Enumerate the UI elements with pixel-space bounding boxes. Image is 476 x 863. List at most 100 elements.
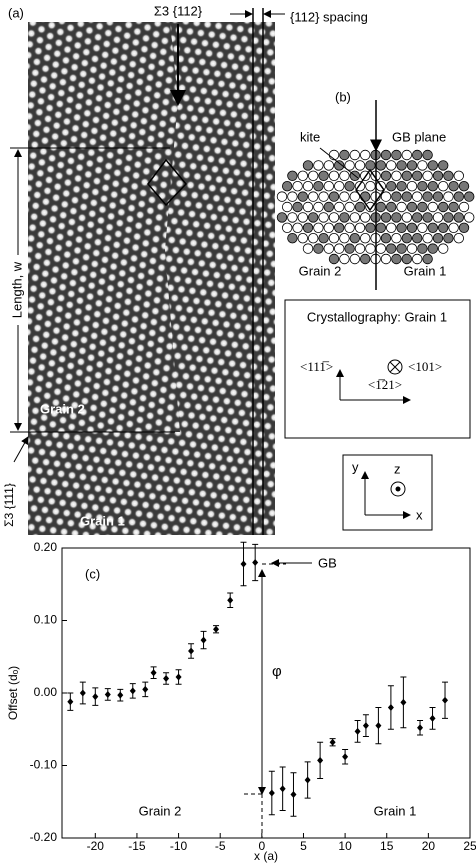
atom	[418, 223, 428, 233]
atom	[329, 171, 339, 181]
atom	[449, 223, 459, 233]
atom	[397, 161, 407, 171]
atom	[350, 150, 360, 160]
atom	[319, 171, 329, 181]
x-tick-label: -15	[128, 839, 146, 853]
atom	[402, 192, 412, 202]
atom	[438, 161, 448, 171]
atom	[329, 233, 339, 243]
panel-label: (a)	[8, 5, 24, 20]
data-point	[400, 699, 406, 706]
atom	[381, 213, 391, 223]
data-point	[176, 674, 182, 681]
atom	[303, 181, 313, 191]
x-tick-label: 25	[463, 839, 476, 853]
atom	[402, 233, 412, 243]
gb-plane-label: GB plane	[392, 129, 446, 144]
atom	[428, 202, 438, 212]
atom	[402, 171, 412, 181]
atom	[444, 233, 454, 243]
atom	[288, 233, 298, 243]
atom	[444, 213, 454, 223]
plot-frame	[62, 548, 470, 838]
atom	[340, 213, 350, 223]
atom	[340, 233, 350, 243]
y-tick-label: 0.10	[34, 613, 58, 627]
atom	[386, 161, 396, 171]
atom	[428, 181, 438, 191]
atom	[334, 181, 344, 191]
atom	[412, 150, 422, 160]
direction-label: <111̅>	[300, 359, 333, 374]
atom	[438, 223, 448, 233]
atom	[324, 244, 334, 254]
atom	[386, 223, 396, 233]
atom	[324, 223, 334, 233]
atom	[412, 233, 422, 243]
data-point	[142, 686, 148, 693]
atom	[298, 233, 308, 243]
atom	[397, 202, 407, 212]
atom	[319, 233, 329, 243]
x-tick-label: -20	[87, 839, 105, 853]
atom	[444, 192, 454, 202]
atom	[392, 150, 402, 160]
atom	[355, 161, 365, 171]
atom	[459, 181, 469, 191]
atom	[314, 161, 324, 171]
atom	[360, 233, 370, 243]
atom	[345, 244, 355, 254]
data-point	[417, 724, 423, 731]
atom	[381, 254, 391, 264]
atom	[381, 150, 391, 160]
atom	[340, 171, 350, 181]
atom	[355, 202, 365, 212]
x-tick-label: 10	[338, 839, 352, 853]
atom	[293, 223, 303, 233]
data-point	[252, 559, 258, 566]
atom	[464, 192, 474, 202]
atom	[407, 244, 417, 254]
data-point	[363, 722, 369, 729]
atom	[345, 181, 355, 191]
data-point	[269, 790, 275, 797]
atom	[366, 181, 376, 191]
atom	[355, 244, 365, 254]
atom	[386, 244, 396, 254]
data-point	[151, 669, 157, 676]
atom	[428, 244, 438, 254]
atom	[454, 171, 464, 181]
data-point	[355, 728, 361, 735]
atom	[454, 213, 464, 223]
atom	[407, 223, 417, 233]
data-point	[317, 757, 323, 764]
grain-label: Grain 2	[139, 803, 182, 818]
y-tick-label: -0.20	[30, 830, 58, 844]
y-tick-label: 0.00	[34, 685, 58, 699]
data-point	[163, 675, 169, 682]
atom	[407, 181, 417, 191]
atom	[423, 233, 433, 243]
grain-label: Grain 1	[80, 513, 125, 528]
atom	[366, 244, 376, 254]
length-label: Length, w	[9, 261, 24, 318]
atom	[329, 254, 339, 264]
atom	[329, 213, 339, 223]
atom	[423, 213, 433, 223]
atom	[303, 244, 313, 254]
atom	[418, 244, 428, 254]
x-tick-label: 0	[258, 839, 265, 853]
direction-label: <101>	[408, 359, 442, 374]
atom	[350, 213, 360, 223]
grain-label: Grain 2	[299, 263, 342, 278]
data-point	[342, 753, 348, 760]
atom	[392, 233, 402, 243]
atom	[433, 233, 443, 243]
atom	[345, 223, 355, 233]
atom	[360, 213, 370, 223]
atom	[418, 202, 428, 212]
atom	[386, 181, 396, 191]
grain-label: Grain 2	[40, 401, 85, 416]
atom	[376, 202, 386, 212]
data-point	[430, 715, 436, 722]
